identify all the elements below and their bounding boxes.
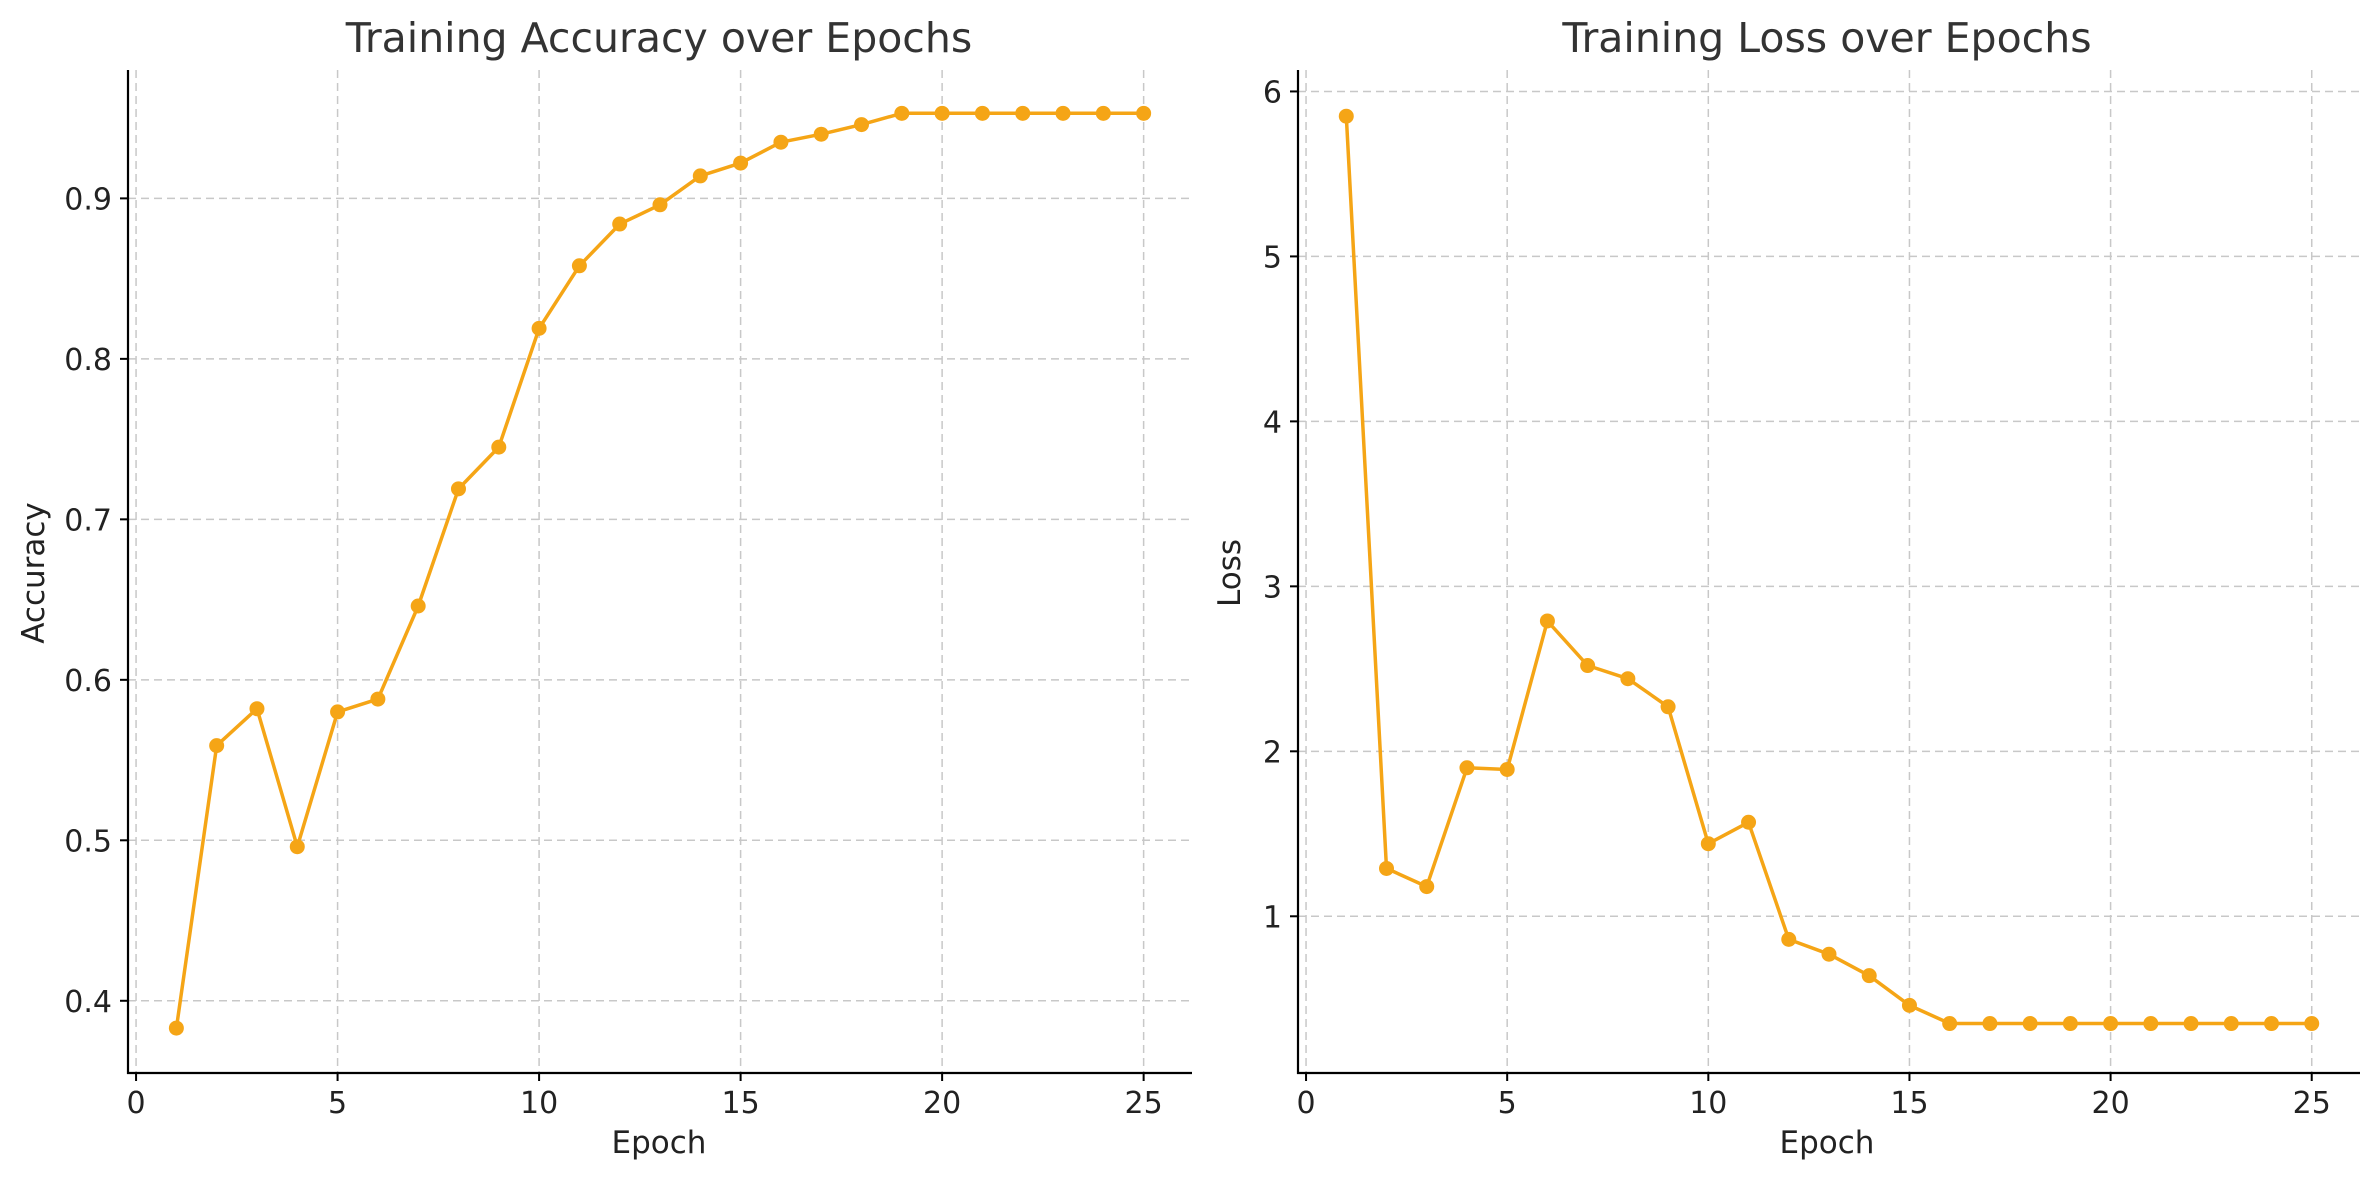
accuracy-ytick-label-2: 0.6 xyxy=(64,664,112,699)
loss-point-9 xyxy=(1660,699,1676,715)
accuracy-ytick-label-5: 0.9 xyxy=(64,182,112,217)
loss-point-18 xyxy=(2022,1016,2038,1032)
loss-point-17 xyxy=(1982,1016,1998,1032)
accuracy-point-8 xyxy=(450,481,466,497)
loss-chart-ylabel: Loss xyxy=(1212,539,1248,607)
loss-point-2 xyxy=(1379,860,1394,876)
loss-xtick-label-4: 20 xyxy=(2091,1086,2129,1121)
accuracy-point-3 xyxy=(249,701,265,717)
accuracy-point-5 xyxy=(330,704,346,720)
loss-ytick-label-4: 5 xyxy=(1263,240,1282,275)
accuracy-ytick-label-0: 0.4 xyxy=(64,985,112,1020)
accuracy-chart: Training Accuracy over Epochs Epoch Accu… xyxy=(16,14,1192,1161)
loss-xtick-label-3: 15 xyxy=(1890,1086,1928,1121)
accuracy-point-4 xyxy=(289,839,305,855)
accuracy-point-7 xyxy=(410,598,426,614)
accuracy-point-17 xyxy=(813,126,829,142)
accuracy-point-20 xyxy=(934,105,950,121)
accuracy-point-6 xyxy=(370,691,386,707)
loss-point-4 xyxy=(1459,760,1475,776)
accuracy-point-13 xyxy=(652,197,668,213)
accuracy-xtick-label-5: 25 xyxy=(1125,1086,1163,1121)
accuracy-point-2 xyxy=(209,738,225,754)
accuracy-point-24 xyxy=(1095,105,1111,121)
loss-point-12 xyxy=(1781,931,1797,947)
accuracy-xtick-label-0: 0 xyxy=(127,1086,146,1121)
loss-point-5 xyxy=(1499,761,1515,777)
accuracy-chart-ylabel: Accuracy xyxy=(16,502,52,644)
accuracy-point-9 xyxy=(491,439,507,455)
loss-point-3 xyxy=(1419,879,1435,895)
loss-chart-title: Training Loss over Epochs xyxy=(1561,14,2091,62)
loss-ytick-label-2: 3 xyxy=(1263,570,1282,605)
accuracy-point-12 xyxy=(612,216,628,232)
accuracy-point-22 xyxy=(1015,105,1031,121)
loss-ytick-label-0: 1 xyxy=(1263,900,1282,935)
loss-chart: Training Loss over Epochs Epoch Loss 0 5 1… xyxy=(1212,14,2360,1161)
loss-point-10 xyxy=(1700,836,1716,852)
loss-point-16 xyxy=(1942,1016,1958,1032)
loss-point-6 xyxy=(1539,613,1555,629)
loss-ytick-label-3: 4 xyxy=(1263,405,1282,440)
accuracy-xtick-label-1: 5 xyxy=(328,1086,347,1121)
accuracy-xtick-label-4: 20 xyxy=(923,1086,961,1121)
loss-point-19 xyxy=(2062,1016,2078,1032)
loss-point-24 xyxy=(2264,1016,2279,1032)
accuracy-point-11 xyxy=(571,258,587,274)
loss-point-25 xyxy=(2304,1016,2320,1032)
loss-ytick-label-1: 2 xyxy=(1263,735,1282,770)
accuracy-xtick-label-2: 10 xyxy=(520,1086,558,1121)
loss-xtick-label-0: 0 xyxy=(1296,1086,1315,1121)
accuracy-point-1 xyxy=(168,1020,184,1036)
accuracy-point-18 xyxy=(854,117,870,133)
accuracy-chart-plot: 0 5 10 15 20 25 0.4 0.5 0.6 0.7 0.8 0.9 xyxy=(64,70,1192,1121)
accuracy-xtick-label-3: 15 xyxy=(722,1086,760,1121)
loss-point-7 xyxy=(1580,658,1596,674)
loss-point-21 xyxy=(2143,1016,2159,1032)
loss-xtick-label-5: 25 xyxy=(2293,1086,2331,1121)
accuracy-point-14 xyxy=(692,168,708,184)
loss-point-11 xyxy=(1741,814,1757,830)
accuracy-point-19 xyxy=(894,105,910,121)
accuracy-point-16 xyxy=(773,134,789,150)
loss-point-13 xyxy=(1821,946,1837,962)
accuracy-point-25 xyxy=(1136,105,1152,121)
loss-chart-plot: 0 5 10 15 20 25 1 2 3 4 5 6 xyxy=(1263,70,2360,1121)
loss-chart-xlabel: Epoch xyxy=(1780,1125,1875,1161)
loss-point-23 xyxy=(2223,1016,2239,1032)
accuracy-chart-xlabel: Epoch xyxy=(612,1125,707,1161)
accuracy-point-10 xyxy=(531,320,547,336)
accuracy-point-21 xyxy=(974,105,990,121)
accuracy-ytick-label-1: 0.5 xyxy=(64,824,112,859)
loss-point-20 xyxy=(2103,1016,2119,1032)
accuracy-point-23 xyxy=(1055,105,1071,121)
loss-point-8 xyxy=(1620,671,1636,687)
loss-point-1 xyxy=(1338,108,1354,124)
loss-point-22 xyxy=(2183,1016,2199,1032)
accuracy-ytick-label-4: 0.8 xyxy=(64,343,112,378)
loss-xtick-label-2: 10 xyxy=(1689,1086,1727,1121)
accuracy-ytick-label-3: 0.7 xyxy=(64,503,112,538)
loss-point-15 xyxy=(1901,997,1917,1013)
loss-point-14 xyxy=(1861,968,1877,984)
loss-xtick-label-1: 5 xyxy=(1498,1086,1517,1121)
accuracy-point-15 xyxy=(733,155,749,171)
loss-ytick-label-5: 6 xyxy=(1263,75,1282,110)
accuracy-chart-title: Training Accuracy over Epochs xyxy=(345,14,972,62)
